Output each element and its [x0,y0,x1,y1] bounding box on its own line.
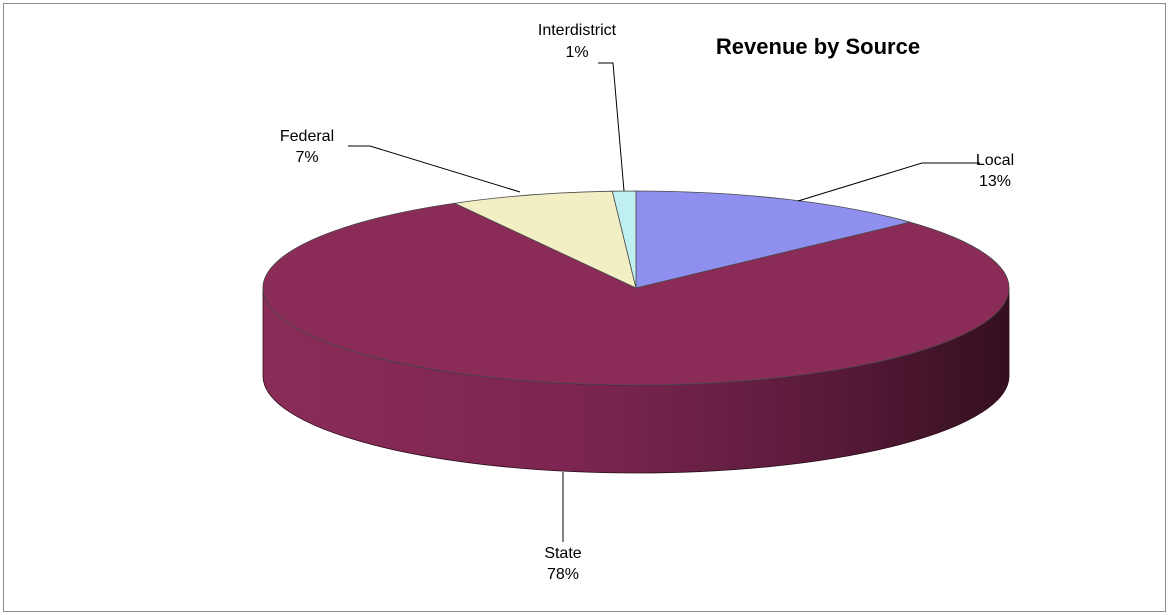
label-interdistrict-value: 1% [565,44,588,61]
label-interdistrict-name: Interdistrict [538,22,617,39]
leader-line-federal [348,145,521,193]
label-local-value: 13% [979,173,1011,190]
pie-top-group [262,190,1010,386]
leader-line-interdistrict [598,62,625,192]
pie-slice-federal [454,190,637,289]
pie-slice-state [262,202,1010,386]
label-local-name: Local [976,152,1014,169]
chart-title: Revenue by Source [716,34,920,59]
label-state-value: 78% [547,566,579,583]
pie-slice-local [635,190,911,289]
pie-slice-interdistrict [611,190,637,289]
leader-line-local [797,162,980,202]
label-state-name: State [544,545,581,562]
leader-line-group [348,62,980,542]
label-federal-value: 7% [295,149,318,166]
label-federal-name: Federal [280,128,334,145]
